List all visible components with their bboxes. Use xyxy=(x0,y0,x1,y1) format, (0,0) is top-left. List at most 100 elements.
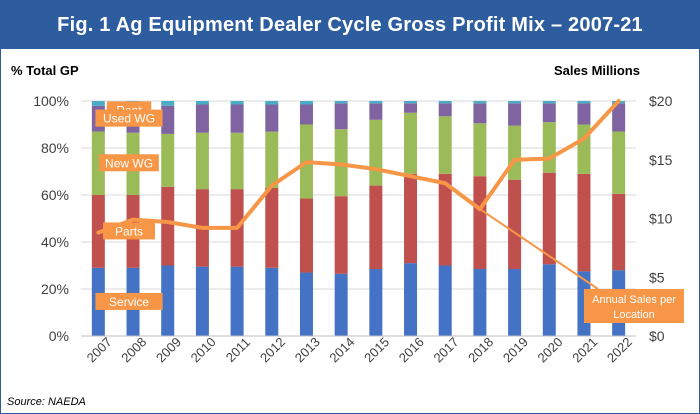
bar-parts xyxy=(265,187,279,268)
callout-label: Location xyxy=(613,309,655,321)
series-label: Parts xyxy=(115,224,143,238)
bar-parts xyxy=(438,173,452,266)
sales-line xyxy=(96,99,621,235)
bar-service xyxy=(299,272,313,336)
bar-service xyxy=(195,266,209,336)
series-label-box xyxy=(99,154,159,172)
callout-box xyxy=(584,289,684,323)
right-axis-title: Sales Millions xyxy=(554,63,640,78)
bar-rent xyxy=(577,101,591,104)
bar-rent xyxy=(438,101,452,104)
y2-tick-label: $5 xyxy=(649,269,665,285)
series-label: Used WG xyxy=(103,112,155,126)
x-tick-label: 2021 xyxy=(569,334,600,365)
bar-new-wg xyxy=(91,131,105,195)
y-tick-label: 80% xyxy=(41,140,69,156)
chart-title: Fig. 1 Ag Equipment Dealer Cycle Gross P… xyxy=(1,1,699,49)
bar-new-wg xyxy=(404,112,418,174)
bar-new-wg xyxy=(473,123,487,177)
x-tick-label: 2012 xyxy=(257,334,288,365)
bar-service xyxy=(473,269,487,336)
bar-used-wg xyxy=(542,103,556,123)
bar-rent xyxy=(473,101,487,104)
x-tick-label: 2017 xyxy=(431,334,462,365)
bar-used-wg xyxy=(612,103,626,132)
bar-rent xyxy=(265,101,279,105)
series-label-box xyxy=(95,109,163,127)
y-tick-label: 0% xyxy=(49,328,69,344)
bar-service xyxy=(161,265,175,336)
bar-rent xyxy=(230,101,244,105)
bar-parts xyxy=(299,198,313,273)
bar-parts xyxy=(542,172,556,265)
bar-new-wg xyxy=(612,131,626,194)
bar-rent xyxy=(542,101,556,104)
x-tick-label: 2022 xyxy=(604,334,635,365)
bar-parts xyxy=(508,179,522,270)
bar-rent xyxy=(508,101,522,104)
y-tick-label: 60% xyxy=(41,187,69,203)
y-tick-label: 40% xyxy=(41,234,69,250)
bar-used-wg xyxy=(473,103,487,124)
bar-used-wg xyxy=(577,103,591,125)
bar-service xyxy=(404,263,418,336)
bar-used-wg xyxy=(230,104,244,133)
bar-rent xyxy=(91,101,105,106)
bar-used-wg xyxy=(195,104,209,133)
bar-new-wg xyxy=(369,119,383,186)
series-label-box xyxy=(95,292,163,310)
y2-tick-label: $0 xyxy=(649,328,665,344)
bar-parts xyxy=(161,186,175,266)
bar-service xyxy=(265,267,279,336)
bar-used-wg xyxy=(404,103,418,113)
bar-used-wg xyxy=(438,103,452,117)
chart-source: Source: NAEDA xyxy=(7,396,86,408)
callout-label: Annual Sales per xyxy=(592,294,676,306)
bar-new-wg xyxy=(542,122,556,173)
bar-used-wg xyxy=(334,103,348,130)
x-tick-label: 2007 xyxy=(84,334,115,365)
series-label: New WG xyxy=(105,156,153,170)
bar-used-wg xyxy=(508,103,522,126)
bar-parts xyxy=(577,173,591,272)
y-tick-label: 20% xyxy=(41,281,69,297)
x-tick-label: 2013 xyxy=(292,334,323,365)
x-tick-label: 2018 xyxy=(465,334,496,365)
bar-parts xyxy=(369,185,383,270)
bar-rent xyxy=(404,101,418,104)
x-tick-label: 2009 xyxy=(153,334,184,365)
bar-service xyxy=(542,264,556,336)
bar-rent xyxy=(195,101,209,105)
bar-used-wg xyxy=(369,103,383,120)
bar-service xyxy=(230,266,244,336)
series-label: Service xyxy=(109,295,149,309)
bar-rent xyxy=(161,101,175,106)
x-tick-label: 2015 xyxy=(361,334,392,365)
bar-parts xyxy=(612,193,626,271)
x-tick-label: 2011 xyxy=(223,335,253,365)
bar-rent xyxy=(334,101,348,104)
bar-parts xyxy=(473,176,487,270)
bar-service xyxy=(438,265,452,336)
bar-new-wg xyxy=(265,131,279,188)
y2-tick-label: $15 xyxy=(649,152,673,168)
bar-new-wg xyxy=(438,116,452,174)
x-tick-label: 2016 xyxy=(396,334,427,365)
bar-used-wg xyxy=(161,105,175,134)
callout-leader xyxy=(479,208,599,290)
bar-rent xyxy=(369,101,383,104)
bar-new-wg xyxy=(230,132,244,190)
y-tick-label: 100% xyxy=(33,93,69,109)
left-axis-title: % Total GP xyxy=(11,63,79,78)
bar-parts xyxy=(334,196,348,274)
bar-used-wg xyxy=(299,104,313,125)
x-tick-label: 2020 xyxy=(535,334,566,365)
bar-rent xyxy=(299,101,313,105)
bar-new-wg xyxy=(161,133,175,187)
y2-tick-label: $10 xyxy=(649,211,673,227)
x-tick-label: 2010 xyxy=(188,334,219,365)
bar-new-wg xyxy=(508,125,522,180)
bar-service xyxy=(369,269,383,336)
